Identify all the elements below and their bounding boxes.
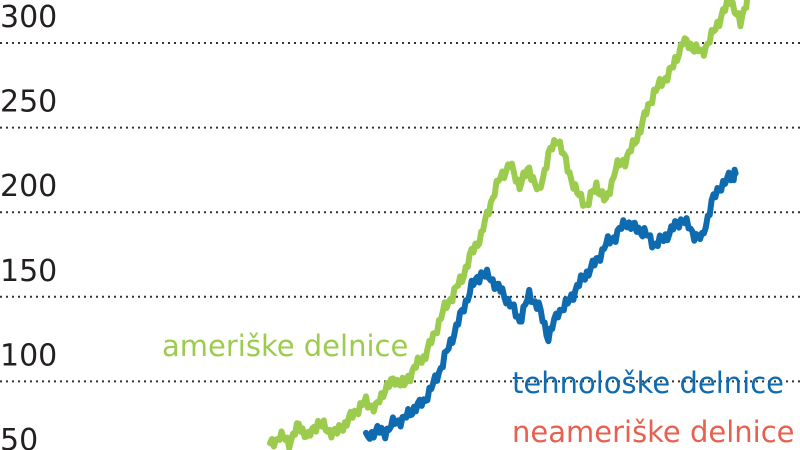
series-line-tehnoloske — [363, 166, 739, 442]
gridlines — [0, 42, 800, 383]
y-tick-label: 200 — [0, 169, 57, 204]
y-tick-label: 300 — [0, 0, 57, 35]
series-labels: ameriške delnice tehnološke delnice neam… — [162, 329, 795, 449]
y-tick-label: 150 — [0, 254, 57, 289]
series-line-ameriske — [267, 0, 751, 450]
series-lines — [267, 0, 751, 450]
series-label-ameriske: ameriške delnice — [162, 329, 408, 363]
y-tick-label: 50 — [0, 423, 38, 450]
series-label-tehnoloske: tehnološke delnice — [512, 366, 784, 400]
series-label-neameriske: neameriške delnice — [512, 415, 795, 449]
y-tick-label: 250 — [0, 85, 57, 120]
y-axis-ticks: 50 100 150 200 250 300 — [0, 0, 57, 450]
y-tick-label: 100 — [0, 338, 57, 373]
